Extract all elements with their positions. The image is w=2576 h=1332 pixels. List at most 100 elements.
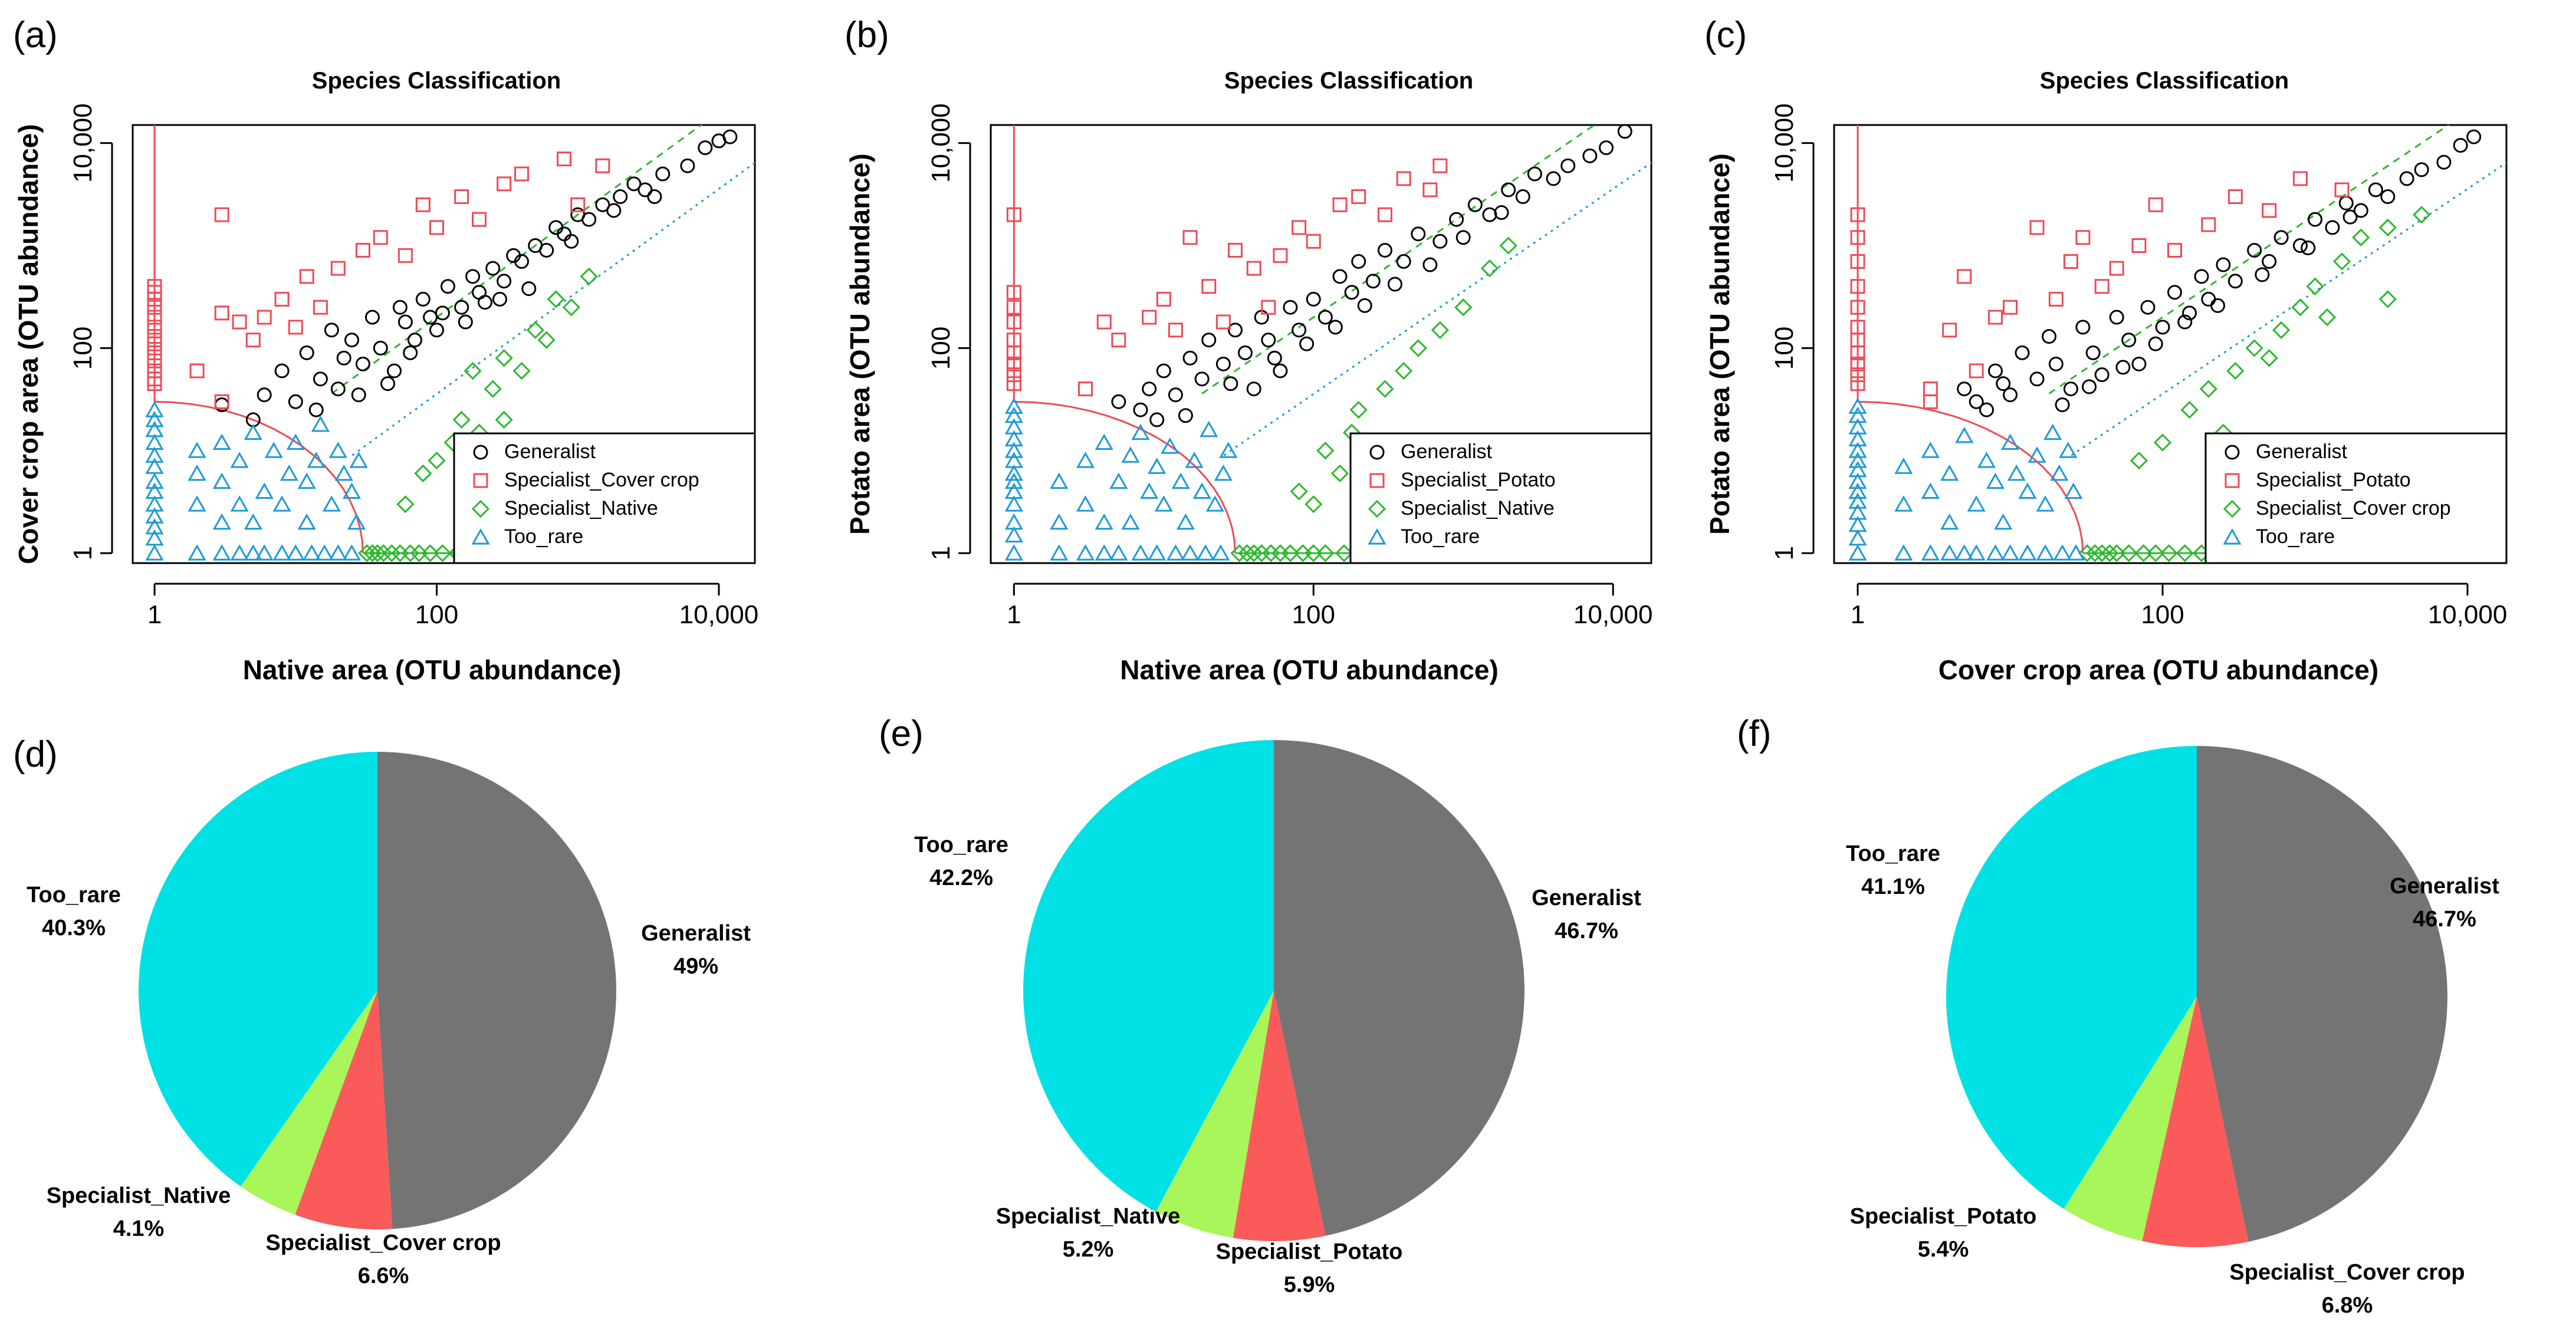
series-generalist	[214, 129, 738, 427]
data-point	[2015, 345, 2030, 360]
data-point	[145, 518, 164, 535]
data-point	[2029, 371, 2045, 387]
legend: Generalist Specialist_Cover crop Specialis…	[453, 432, 756, 564]
data-point	[264, 442, 283, 458]
data-point	[272, 544, 291, 561]
legend: Generalist Specialist_Potato Specialist_Co…	[2204, 432, 2508, 564]
data-point	[324, 323, 339, 338]
plot-frame	[132, 124, 756, 564]
data-point	[2227, 189, 2243, 205]
data-point	[1599, 140, 1614, 156]
data-point	[1957, 269, 1972, 284]
data-point	[1133, 402, 1148, 417]
data-point	[1211, 544, 1230, 561]
data-point	[1148, 544, 1167, 561]
legend-marker	[2225, 445, 2240, 460]
pie-slice-percent: 41.1%	[1861, 874, 1925, 899]
data-point	[2147, 544, 2165, 563]
data-point	[472, 285, 487, 300]
series-too-rare	[1848, 397, 2085, 561]
chart-title: Species Classification	[2040, 68, 2289, 94]
pie-panel-d: (d) Generalist 49% Specialist_Cover crop 6.6…	[13, 734, 751, 1288]
data-point	[299, 345, 314, 360]
data-point	[1161, 438, 1179, 454]
data-point	[1921, 544, 1940, 561]
data-point	[1467, 197, 1483, 212]
data-point	[1850, 345, 1865, 360]
data-point	[2378, 290, 2397, 308]
x-tick-label: 10,000	[679, 600, 759, 629]
data-point	[145, 420, 164, 438]
pie-slice-specialist-cover-crop	[2142, 996, 2249, 1248]
data-point	[1156, 363, 1171, 379]
data-point	[2436, 154, 2452, 170]
data-point	[1986, 544, 2005, 561]
data-point	[2182, 305, 2197, 321]
data-point	[1261, 333, 1276, 348]
data-point	[286, 544, 305, 561]
data-point	[1987, 310, 2003, 325]
data-point	[1004, 472, 1023, 489]
data-point	[396, 495, 415, 514]
pie-slice-label: Generalist	[1532, 886, 1641, 910]
data-point	[2094, 279, 2110, 294]
x-tick-label: 1	[1851, 600, 1865, 629]
series-specialist-cover-crop	[2078, 206, 2431, 563]
series-specialist-potato	[1850, 171, 2350, 409]
data-point	[1185, 452, 1204, 468]
data-point	[2167, 285, 2182, 300]
data-point	[1921, 482, 1940, 499]
data-point	[1283, 300, 1298, 315]
data-point	[1166, 544, 1185, 561]
data-point	[2160, 544, 2178, 563]
data-point	[1848, 544, 1867, 561]
series-specialist-potato	[1006, 158, 1448, 397]
data-point	[2094, 367, 2110, 383]
data-point	[1142, 310, 1157, 325]
data-point	[1432, 233, 1448, 249]
data-point	[355, 242, 370, 258]
data-point	[302, 544, 321, 561]
data-point	[1940, 464, 1959, 481]
data-point	[147, 336, 162, 351]
data-point	[2325, 220, 2340, 235]
data-point	[336, 350, 351, 366]
data-point	[514, 254, 530, 269]
data-point	[570, 197, 586, 212]
pie-panel-e: (e)Generalist46.7%Specialist_Potato5.9%S…	[879, 713, 1641, 1297]
data-point	[1546, 171, 1561, 186]
legend-label: Too_rare	[1401, 525, 1480, 548]
data-point	[655, 166, 671, 182]
data-point	[2053, 544, 2072, 561]
pie-slice-percent: 46.7%	[1555, 919, 1618, 943]
pie-slice-specialist-native	[1155, 991, 1274, 1238]
pie-slice-label: Too_rare	[1846, 841, 1940, 866]
data-point	[1377, 207, 1392, 222]
x-tick-label: 100	[2141, 600, 2184, 629]
data-point	[212, 544, 231, 561]
data-point	[1142, 381, 1157, 397]
legend-label: Specialist_Cover crop	[2256, 497, 2451, 519]
data-point	[2028, 446, 2046, 463]
data-point	[512, 361, 531, 380]
chart-title: Species Classification	[312, 68, 561, 94]
data-point	[2003, 300, 2018, 315]
pie-slice-label: Generalist	[641, 921, 751, 946]
data-point	[1006, 345, 1021, 360]
data-point	[2148, 197, 2163, 212]
data-point	[2066, 544, 2085, 561]
data-point	[2064, 482, 2083, 499]
data-point	[514, 166, 530, 182]
pie-panel-f: (f) Generalist 46.7% Specialist_Cover crop 6…	[1737, 713, 2499, 1318]
data-point	[1050, 544, 1069, 561]
data-point	[595, 197, 610, 212]
data-point	[255, 544, 274, 561]
panel-label: (b)	[845, 15, 889, 55]
data-point	[1148, 458, 1167, 474]
data-point	[2018, 544, 2037, 561]
data-point	[2075, 320, 2091, 335]
data-point	[2018, 482, 2037, 499]
data-point	[286, 433, 305, 450]
data-point	[539, 242, 554, 258]
data-point	[330, 381, 346, 397]
